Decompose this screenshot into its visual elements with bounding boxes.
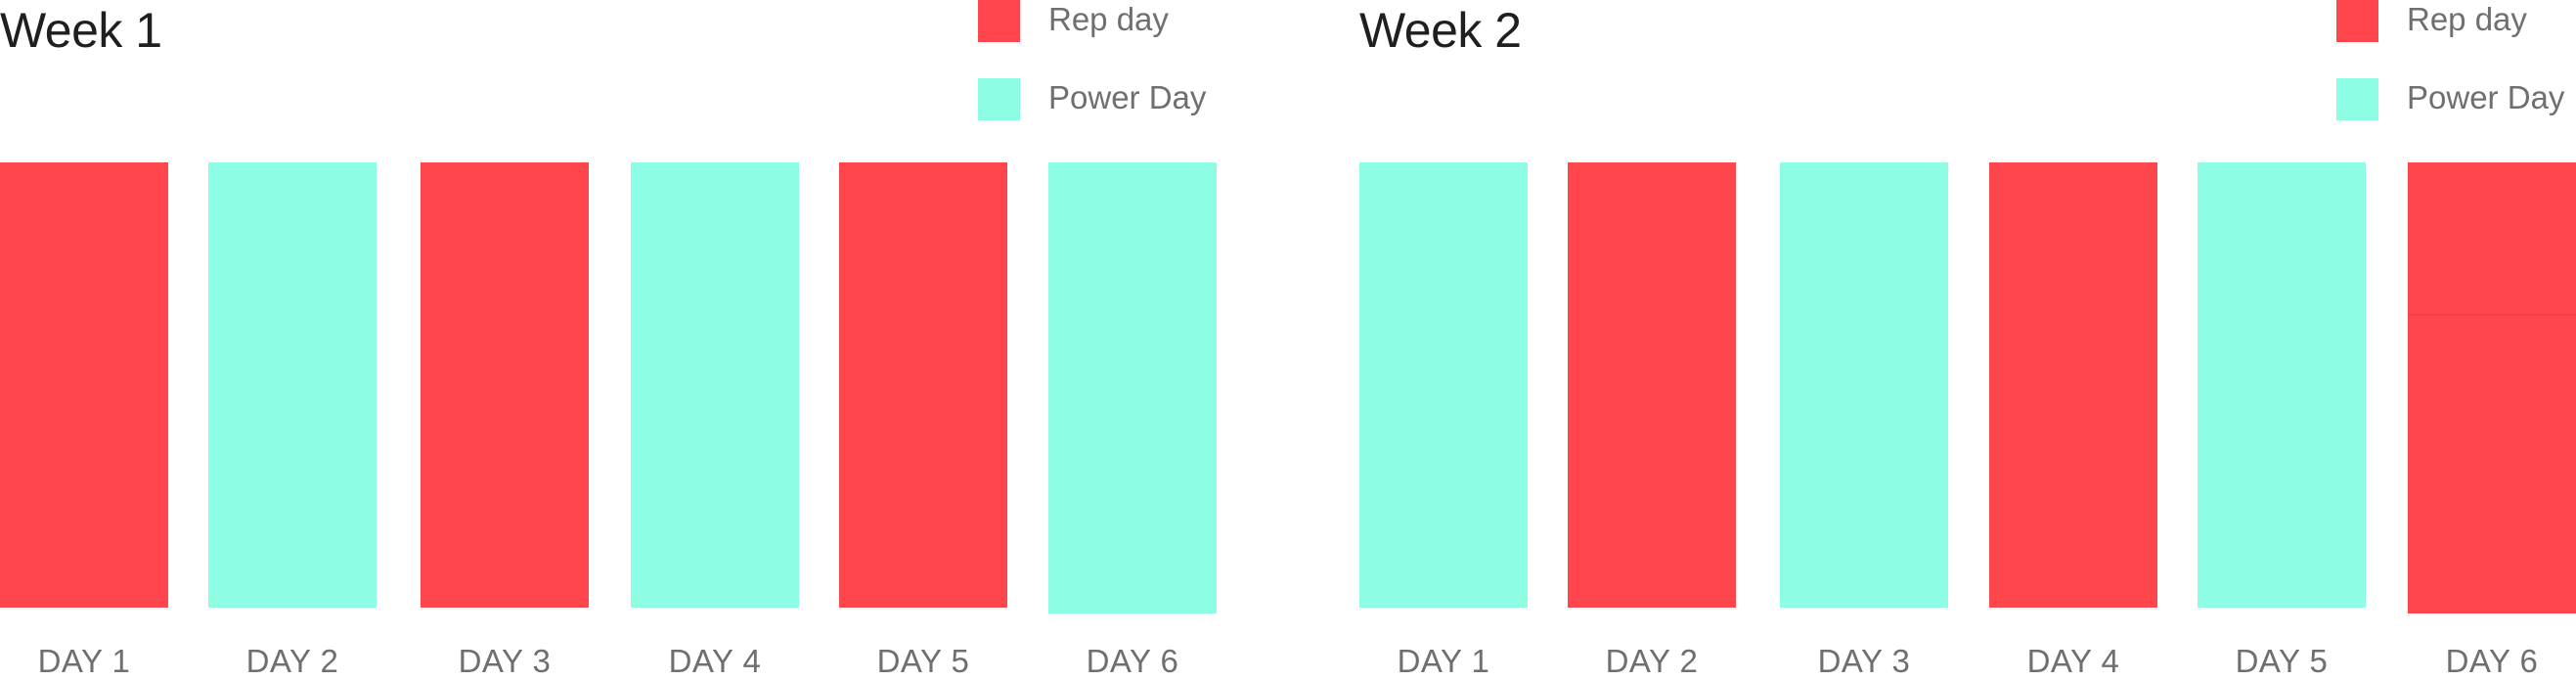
legend-swatch-power <box>978 78 1020 120</box>
week-2-day-1-block <box>1359 162 1528 608</box>
week-1-title: Week 1 <box>0 3 162 58</box>
week-2-day-3-block <box>1780 162 1948 608</box>
legend-label-power: Power Day <box>2407 79 2565 115</box>
week-2-title: Week 2 <box>1359 3 1522 58</box>
week-2-day-4-block <box>1989 162 2157 608</box>
week-1-day-3-label: DAY 3 <box>458 643 552 679</box>
week-1-day-6-block <box>1048 162 1217 613</box>
week-2-day-2-label: DAY 2 <box>1605 643 1699 679</box>
week-2-day-6-divider <box>2408 314 2576 316</box>
week-1-day-5-block <box>839 162 1007 608</box>
week-1-day-4-label: DAY 4 <box>668 643 762 679</box>
week-2-day-2-block <box>1568 162 1736 608</box>
legend-swatch-rep <box>2336 0 2378 42</box>
week-2-day-6-label: DAY 6 <box>2445 643 2539 679</box>
week-1-day-2-block <box>208 162 377 608</box>
week-1-day-6-label: DAY 6 <box>1086 643 1179 679</box>
week-1-day-4-block <box>631 162 799 608</box>
week-1-day-3-block <box>421 162 589 608</box>
legend-label-power: Power Day <box>1048 79 1207 115</box>
week-2-day-3-label: DAY 3 <box>1817 643 1911 679</box>
week-1-day-5-label: DAY 5 <box>876 643 970 679</box>
legend-label-rep: Rep day <box>1048 1 1169 37</box>
legend-swatch-power <box>2336 78 2378 120</box>
week-2-day-4-label: DAY 4 <box>2026 643 2120 679</box>
week-1-day-1-block <box>0 162 168 608</box>
week-1-day-1-label: DAY 1 <box>37 643 131 679</box>
week-1-day-2-label: DAY 2 <box>245 643 339 679</box>
legend-swatch-rep <box>978 0 1020 42</box>
week-2-day-1-label: DAY 1 <box>1397 643 1490 679</box>
week-2-day-5-block <box>2198 162 2366 608</box>
week-2-panel: Week 2 Rep day Power Day DAY 1 DAY 2 DAY… <box>1359 0 2576 680</box>
week-2-day-5-label: DAY 5 <box>2235 643 2329 679</box>
legend-label-rep: Rep day <box>2407 1 2527 37</box>
week-1-panel: Week 1 Rep day Power Day DAY 1 DAY 2 DAY… <box>0 0 1222 680</box>
week-2-day-6-block <box>2408 162 2576 613</box>
